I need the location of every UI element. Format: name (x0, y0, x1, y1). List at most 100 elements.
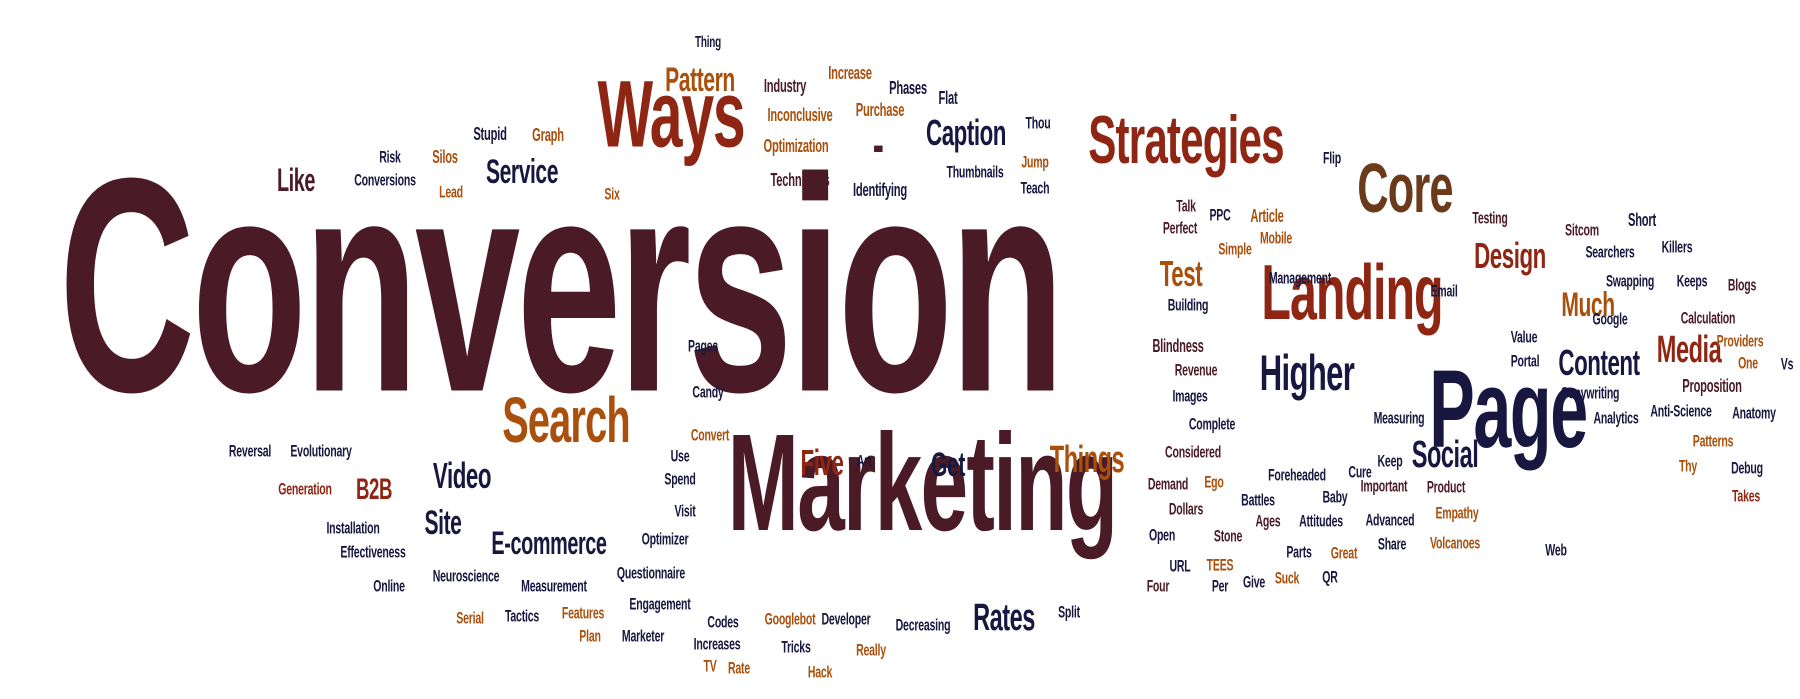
word-search: Search (502, 384, 630, 456)
word-caption: Caption (926, 112, 1006, 153)
word-conversions: Conversions (354, 170, 416, 190)
word-tactics: Tactics (504, 606, 540, 626)
word-demand: Demand (1147, 474, 1189, 494)
word-split: Split (1058, 602, 1080, 622)
word-portal: Portal (1510, 351, 1540, 371)
word-advanced: Advanced (1365, 510, 1415, 530)
word-increases: Increases (693, 634, 741, 654)
word-web: Web (1545, 540, 1567, 560)
word-great: Great (1330, 543, 1358, 563)
word-thumbnails: Thumbnails (946, 162, 1004, 182)
word-e-commerce: E-commerce (491, 525, 607, 561)
word-building: Building (1167, 295, 1209, 315)
word-parts: Parts (1286, 542, 1312, 562)
word-flip: Flip (1323, 148, 1341, 168)
word-increase: Increase (828, 63, 872, 83)
word-open: Open (1148, 525, 1176, 545)
word-attitudes: Attitudes (1299, 511, 1343, 531)
word-considered: Considered (1165, 442, 1221, 462)
word-industry: Industry (763, 76, 807, 96)
word-four: Four (1146, 576, 1170, 596)
word-stone: Stone (1213, 526, 1243, 546)
word-teach: Teach (1020, 178, 1050, 198)
word-tricks: Tricks (781, 637, 811, 657)
word-higher: Higher (1259, 345, 1355, 401)
word-developer: Developer (821, 609, 871, 629)
word-keep: Keep (1377, 451, 1403, 471)
word-landing: Landing (1261, 248, 1443, 336)
word-purchase: Purchase (855, 100, 905, 120)
word-google: Google (1592, 309, 1628, 329)
word-management: Management (1268, 268, 1332, 288)
word-optimization: Optimization (763, 136, 829, 156)
word-core: Core (1357, 149, 1453, 227)
word-important: Important (1360, 476, 1408, 496)
word-social: Social (1411, 434, 1479, 476)
word-swapping: Swapping (1605, 271, 1655, 291)
word-marketer: Marketer (621, 626, 665, 646)
word-testing: Testing (1472, 208, 1508, 228)
word-page: Page (1429, 348, 1588, 471)
word-anatomy: Anatomy (1732, 403, 1776, 423)
word-b2b: B2B (355, 473, 393, 506)
word-online: Online (373, 576, 405, 596)
word-proposition: Proposition (1682, 376, 1742, 396)
word-url: URL (1169, 556, 1191, 576)
word-one: One (1738, 353, 1758, 373)
word-neuroscience: Neuroscience (432, 566, 500, 586)
word-things: Things (1049, 439, 1125, 481)
word-jump: Jump (1021, 152, 1049, 172)
word-searchers: Searchers (1585, 242, 1635, 262)
word-phases: Phases (889, 78, 927, 98)
word-simple: Simple (1218, 239, 1252, 259)
word-killers: Killers (1661, 237, 1693, 257)
word-hack: Hack (807, 662, 833, 682)
word-site: Site (424, 504, 462, 542)
word-short: Short (1627, 210, 1657, 230)
word-questionnaire: Questionnaire (616, 563, 686, 583)
word-stupid: Stupid (473, 124, 507, 144)
word-content: Content (1558, 342, 1640, 383)
word-ego: Ego (1204, 472, 1224, 492)
word-test: Test (1159, 253, 1203, 294)
word-plan: Plan (579, 626, 601, 646)
word-tv: TV (703, 656, 717, 676)
word-decreasing: Decreasing (895, 615, 951, 635)
word-dollars: Dollars (1168, 499, 1204, 519)
word-talk: Talk (1176, 196, 1196, 216)
word-foreheaded: Foreheaded (1268, 465, 1326, 485)
word-calculation: Calculation (1680, 308, 1736, 328)
word-email: Email (1430, 281, 1458, 301)
word-tees: TEES (1206, 555, 1234, 575)
word-engagement: Engagement (629, 594, 691, 614)
word-debug: Debug (1731, 458, 1763, 478)
word-anti-science: Anti-Science (1650, 401, 1712, 421)
word-five: Five (800, 442, 844, 483)
word-baby: Baby (1322, 487, 1348, 507)
word-revenue: Revenue (1174, 360, 1218, 380)
word-copywriting: Copywriting (1560, 383, 1620, 403)
word-qr: QR (1322, 567, 1338, 587)
word-providers: Providers (1716, 331, 1764, 351)
word-lead: Lead (439, 182, 463, 202)
word-marketing: Marketing (727, 406, 1118, 560)
word-perfect: Perfect (1162, 218, 1198, 238)
word-battles: Battles (1241, 490, 1275, 510)
word-evolutionary: Evolutionary (290, 441, 352, 461)
word-visit: Visit (674, 501, 696, 521)
word-strategies: Strategies (1088, 102, 1284, 178)
word-product: Product (1426, 477, 1466, 497)
word-thing: Thing (694, 34, 722, 51)
word-art: Art (856, 451, 872, 471)
word-reversal: Reversal (228, 441, 272, 461)
word-design: Design (1474, 235, 1546, 276)
word-like: Like (276, 162, 316, 198)
word-really: Really (856, 640, 886, 660)
word-service: Service (485, 153, 559, 191)
word-effectiveness: Effectiveness (340, 542, 406, 562)
word-graph: Graph (532, 125, 564, 145)
word-video: Video (432, 455, 492, 496)
word-cure: Cure (1348, 462, 1372, 482)
word-value: Value (1510, 327, 1538, 347)
word-vs: Vs (1780, 354, 1794, 374)
